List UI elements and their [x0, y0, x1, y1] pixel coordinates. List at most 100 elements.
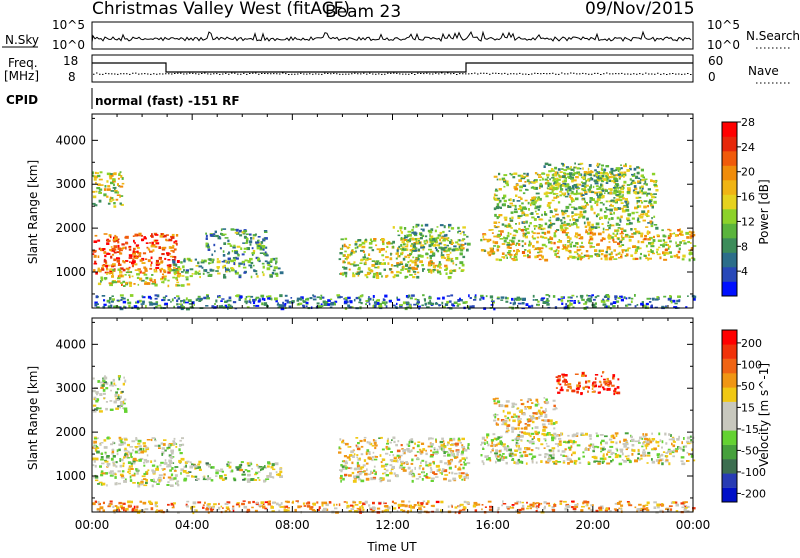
data-cell: [168, 299, 171, 301]
data-cell: [158, 445, 161, 447]
data-cell: [674, 255, 677, 258]
data-cell: [267, 262, 270, 265]
data-cell: [262, 271, 264, 273]
data-cell: [161, 468, 163, 470]
data-cell: [143, 485, 147, 487]
data-cell: [280, 304, 283, 307]
data-cell: [164, 450, 166, 452]
data-cell: [231, 269, 235, 271]
freq-unit: [MHz]: [4, 69, 39, 83]
data-cell: [183, 299, 186, 301]
data-cell: [342, 273, 344, 276]
data-cell: [202, 267, 204, 269]
data-cell: [585, 433, 588, 436]
data-cell: [552, 180, 554, 182]
data-cell: [393, 454, 395, 456]
data-cell: [653, 236, 655, 238]
data-cell: [637, 205, 639, 208]
data-cell: [502, 457, 504, 459]
data-cell: [373, 276, 376, 279]
data-cell: [176, 480, 179, 482]
data-cell: [626, 458, 630, 460]
data-cell: [609, 439, 612, 441]
data-cell: [490, 451, 492, 453]
data-cell: [215, 300, 217, 303]
data-cell: [497, 203, 499, 206]
data-cell: [658, 247, 660, 249]
data-cell: [494, 452, 498, 454]
data-cell: [521, 229, 524, 232]
station-title: Christmas Valley West (fitACF): [92, 0, 350, 19]
data-cell: [465, 301, 467, 304]
data-cell: [601, 258, 603, 260]
data-cell: [544, 410, 547, 412]
data-cell: [522, 299, 526, 301]
data-cell: [206, 243, 208, 246]
data-cell: [420, 462, 422, 465]
colorbar-tick-label: 20: [741, 166, 755, 179]
data-cell: [511, 174, 513, 176]
data-cell: [515, 205, 517, 208]
data-cell: [438, 234, 441, 236]
data-cell: [118, 449, 121, 452]
data-cell: [186, 475, 189, 477]
data-cell: [683, 242, 686, 244]
data-cell: [494, 214, 497, 217]
data-cell: [223, 234, 227, 236]
data-cell: [401, 231, 403, 234]
data-cell: [602, 195, 605, 198]
data-cell: [507, 412, 511, 415]
data-cell: [396, 303, 398, 305]
data-cell: [180, 300, 182, 302]
data-cell: [155, 267, 159, 269]
data-cell: [152, 485, 154, 488]
data-cell: [414, 262, 416, 264]
data-cell: [585, 229, 587, 231]
data-cell: [195, 476, 198, 478]
data-cell: [361, 302, 363, 304]
data-cell: [155, 246, 158, 248]
data-cell: [131, 440, 135, 442]
data-cell: [571, 454, 573, 456]
data-cell: [153, 479, 155, 482]
data-cell: [641, 190, 643, 192]
data-cell: [583, 188, 586, 190]
data-cell: [514, 256, 518, 258]
nave-tick-high: 60: [708, 54, 723, 68]
data-cell: [598, 461, 602, 463]
colorbar-swatch: [722, 267, 737, 282]
data-cell: [159, 464, 161, 466]
data-cell: [97, 398, 99, 401]
data-cell: [114, 245, 118, 248]
data-cell: [185, 271, 189, 273]
data-cell: [465, 459, 467, 461]
data-cell: [500, 207, 503, 209]
data-cell: [417, 451, 419, 453]
data-cell: [441, 472, 443, 475]
data-cell: [306, 305, 308, 307]
data-cell: [661, 447, 663, 449]
data-cell: [665, 442, 667, 445]
data-cell: [518, 416, 520, 418]
data-cell: [275, 258, 277, 260]
data-cell: [576, 384, 579, 387]
data-cell: [385, 275, 387, 278]
data-cell: [396, 474, 398, 477]
data-cell: [588, 257, 590, 259]
data-cell: [180, 261, 183, 263]
data-cell: [603, 388, 606, 390]
data-cell: [159, 258, 162, 260]
data-cell: [114, 252, 117, 254]
data-cell: [419, 242, 421, 244]
data-cell: [463, 461, 465, 463]
data-cell: [539, 187, 541, 189]
data-cell: [436, 244, 440, 246]
data-cell: [110, 470, 114, 472]
data-cell: [592, 234, 594, 236]
data-cell: [656, 459, 659, 462]
data-cell: [404, 452, 406, 454]
data-cell: [647, 210, 649, 213]
data-cell: [578, 457, 581, 460]
data-cell: [603, 178, 607, 181]
